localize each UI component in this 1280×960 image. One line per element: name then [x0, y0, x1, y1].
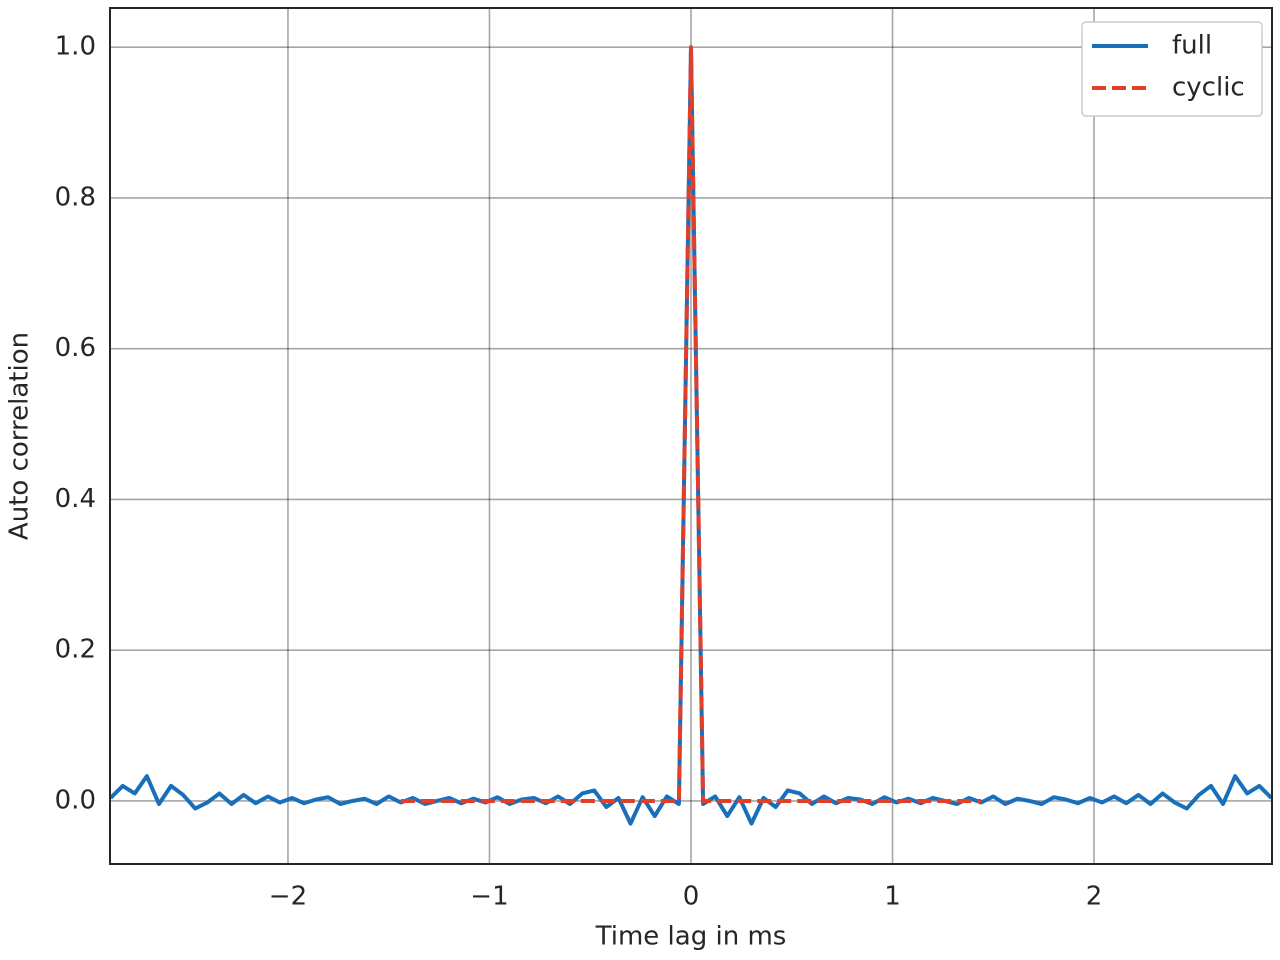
x-tick-label: 2: [1086, 882, 1103, 912]
plot-frame: [109, 7, 1273, 865]
x-tick-label: 1: [884, 882, 901, 912]
y-tick-label: 1.0: [55, 32, 96, 62]
legend-label: full: [1172, 31, 1212, 61]
y-tick-label: 0.4: [55, 484, 96, 514]
x-tick-label: −1: [470, 882, 508, 912]
legend: full cyclic: [1081, 21, 1263, 117]
legend-label: cyclic: [1172, 73, 1245, 103]
y-tick-label: 0.2: [55, 635, 96, 665]
y-tick-label: 0.6: [55, 333, 96, 363]
x-tick-label: −2: [269, 882, 307, 912]
y-tick-label: 0.0: [55, 785, 96, 815]
x-axis-label: Time lag in ms: [595, 922, 787, 952]
x-tick-label: 0: [683, 882, 700, 912]
y-axis-label: Auto correlation: [5, 332, 35, 540]
data-line: [400, 45, 982, 803]
y-tick-label: 0.8: [55, 182, 96, 212]
